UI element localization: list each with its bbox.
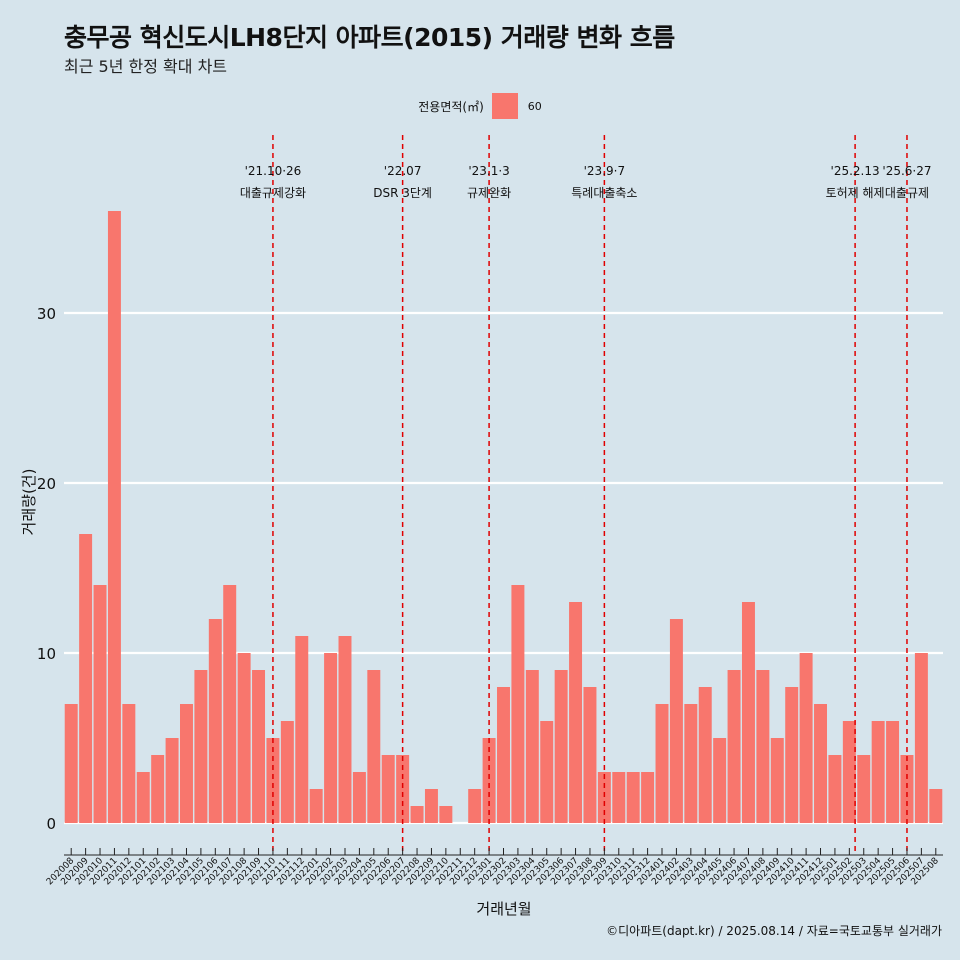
bar-202508	[929, 789, 943, 823]
bars	[64, 211, 943, 823]
bar-202201	[309, 789, 323, 823]
bar-202302	[497, 687, 510, 823]
bar-202204	[352, 772, 366, 823]
bar-202202	[324, 653, 338, 823]
event-lines: '21.10·26 대출규제강화 '22.07 DSR 3단계 '23.1·3 규제완화 '…	[240, 135, 932, 855]
bar-202103	[165, 738, 179, 823]
x-axis: 2020082020092020102020112020122021012021…	[45, 848, 943, 887]
bar-202506	[900, 755, 914, 823]
bar-202210	[439, 806, 453, 823]
bar-202505	[886, 721, 900, 823]
event-date: '23.1·3	[468, 164, 509, 178]
bar-202307	[569, 602, 583, 823]
event-label: 특례대출축소	[571, 186, 637, 200]
bar-202502	[842, 721, 856, 823]
bar-202212	[468, 789, 482, 823]
bar-202102	[151, 755, 165, 823]
bar-202305	[540, 721, 554, 823]
bar-202409	[770, 738, 784, 823]
bar-202107	[223, 585, 237, 823]
bar-202402	[669, 619, 683, 823]
bar-202108	[237, 653, 251, 823]
source-caption: ©디아파트(dapt.kr) / 2025.08.14 / 자료=국토교통부 실…	[606, 924, 942, 938]
y-axis-label: 거래량(건)	[20, 469, 38, 536]
event-label: 규제완화	[467, 186, 511, 200]
bar-202310	[612, 772, 626, 823]
bar-202012	[122, 704, 136, 823]
bar-202403	[684, 704, 698, 823]
event-date: '21.10·26	[245, 164, 302, 178]
bar-202111	[280, 721, 294, 823]
bar-202303	[511, 585, 525, 823]
bar-202405	[713, 738, 727, 823]
y-tick-label: 20	[37, 475, 56, 493]
bar-202106	[208, 619, 222, 823]
bar-202109	[252, 670, 266, 823]
bar-202401	[655, 704, 669, 823]
event-date: '25.2.13	[831, 164, 880, 178]
bar-202503	[857, 755, 871, 823]
chart-subtitle: 최근 5년 한정 확대 차트	[64, 57, 228, 76]
bar-202112	[295, 636, 309, 823]
bar-202308	[583, 687, 597, 823]
event-date: '22.07	[384, 164, 422, 178]
y-tick-label: 10	[37, 645, 56, 663]
bar-202410	[785, 687, 799, 823]
bar-202207	[396, 755, 410, 823]
bar-202011	[107, 211, 121, 823]
bar-202312	[641, 772, 655, 823]
bar-202306	[554, 670, 568, 823]
bar-202009	[79, 534, 93, 823]
bar-202412	[814, 704, 828, 823]
legend-label: 60	[527, 99, 542, 113]
bar-202504	[871, 721, 885, 823]
bar-202501	[828, 755, 842, 823]
bar-202105	[194, 670, 208, 823]
bar-202309	[597, 772, 611, 823]
event-date: '23.9·7	[584, 164, 625, 178]
legend-title: 전용면적(㎡)	[418, 99, 484, 114]
bar-202203	[338, 636, 352, 823]
bar-202507	[914, 653, 928, 823]
bar-202406	[727, 670, 741, 823]
y-tick-label: 30	[37, 305, 56, 323]
event-date: '25.6·27	[882, 164, 931, 178]
chart-title: 충무공 혁신도시LH8단지 아파트(2015) 거래량 변화 흐름	[64, 23, 675, 52]
bar-202311	[626, 772, 640, 823]
bar-202101	[136, 772, 150, 823]
bar-202407	[741, 602, 755, 823]
bar-202301	[482, 738, 496, 823]
event-label: 대출규제	[885, 186, 929, 200]
bar-202304	[525, 670, 539, 823]
bar-202104	[179, 704, 193, 823]
legend: 전용면적(㎡) 60	[0, 93, 960, 119]
event-label: DSR 3단계	[373, 186, 432, 200]
bar-202206	[381, 755, 395, 823]
bar-202209	[424, 789, 438, 823]
bar-202110	[266, 738, 280, 823]
legend-key-swatch	[491, 93, 518, 119]
bar-202010	[93, 585, 107, 823]
y-axis: 0 10 20 30	[37, 305, 56, 833]
bar-202205	[367, 670, 381, 823]
bar-202208	[410, 806, 424, 823]
event-label: 토허제 해제	[826, 186, 885, 200]
bar-202404	[698, 687, 712, 823]
bar-202008	[64, 704, 78, 823]
bar-202411	[799, 653, 813, 823]
bar-202408	[756, 670, 770, 823]
event-label: 대출규제강화	[240, 186, 306, 200]
y-tick-label: 0	[46, 815, 56, 833]
x-axis-label: 거래년월	[476, 900, 531, 918]
